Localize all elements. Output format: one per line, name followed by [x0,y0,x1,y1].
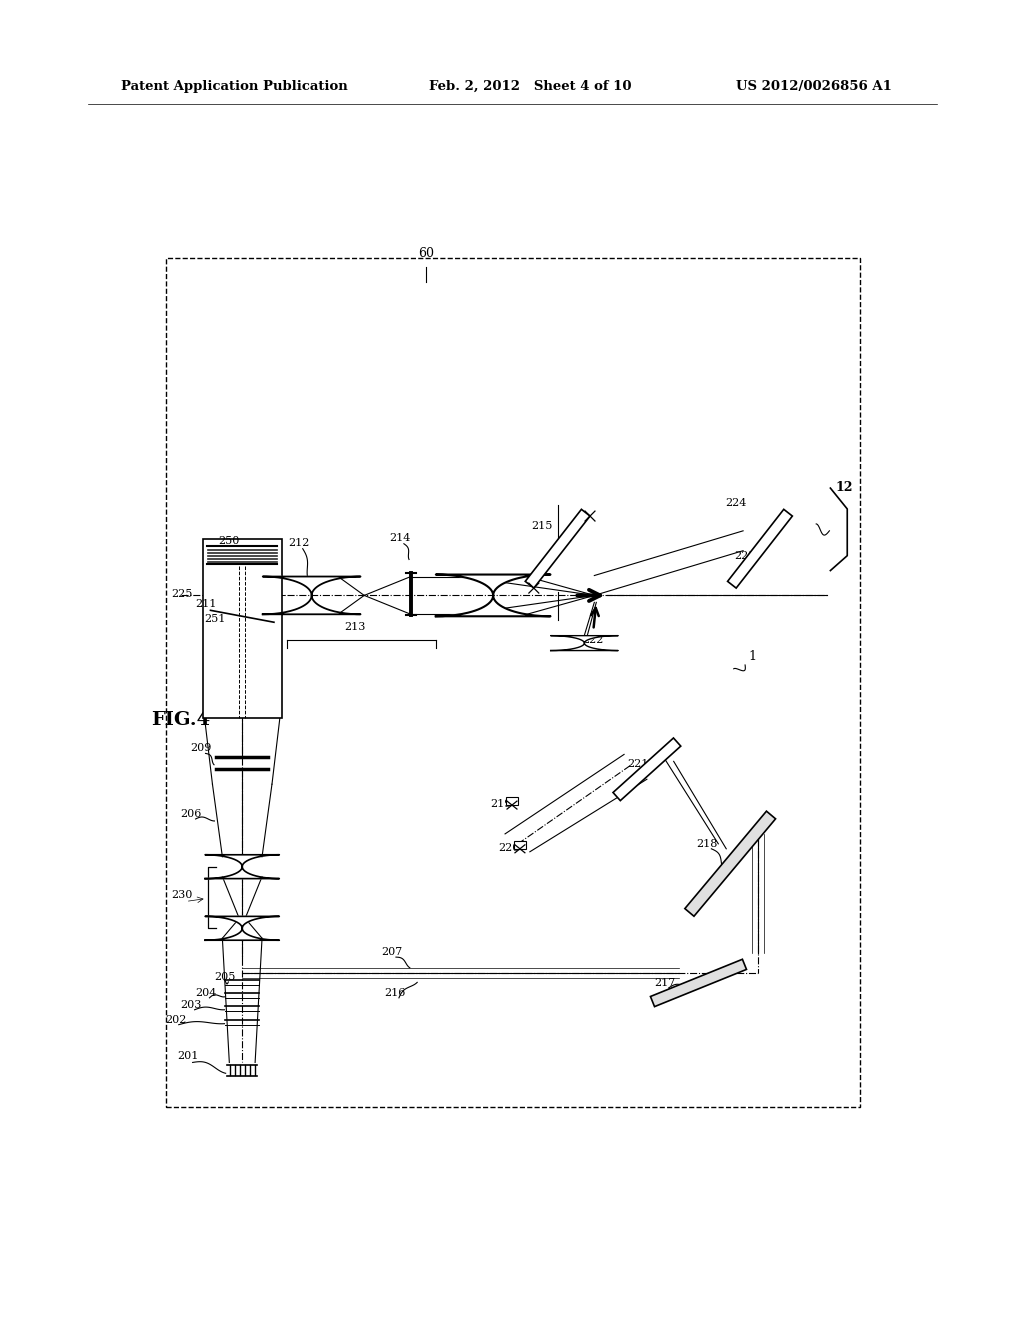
Text: 219: 219 [490,799,512,809]
Polygon shape [650,960,746,1007]
Text: 211: 211 [196,599,217,610]
Text: 215: 215 [530,521,552,531]
Text: 251: 251 [205,614,226,624]
Polygon shape [551,636,618,651]
Polygon shape [613,738,681,801]
Text: 230: 230 [171,891,193,900]
Text: US 2012/0026856 A1: US 2012/0026856 A1 [736,81,892,94]
Text: 1: 1 [749,649,756,663]
Bar [166,257,860,1107]
Text: 212: 212 [288,537,309,548]
Text: 250: 250 [218,536,240,545]
Text: 222: 222 [583,635,604,645]
Text: 209: 209 [190,743,212,754]
Text: 205: 205 [214,972,236,982]
Polygon shape [728,510,793,589]
Text: 220: 220 [498,842,519,853]
Polygon shape [205,855,280,879]
Text: 203: 203 [180,999,202,1010]
Text: 204: 204 [196,987,217,998]
Text: Patent Application Publication: Patent Application Publication [121,81,348,94]
Polygon shape [263,577,360,614]
Text: 202: 202 [165,1015,186,1024]
Text: 216: 216 [384,987,406,998]
Text: 12: 12 [836,480,853,494]
Text: 213: 213 [344,622,366,632]
Bar [506,797,518,805]
Polygon shape [436,574,551,616]
Text: 60: 60 [418,247,434,260]
Polygon shape [685,812,775,916]
Text: 225: 225 [171,590,193,599]
Bar [514,841,526,849]
Polygon shape [525,510,590,589]
Polygon shape [205,916,280,940]
Bar [203,539,282,718]
Text: FIG.4: FIG.4 [151,710,210,729]
Text: 217: 217 [654,978,675,987]
Text: 223: 223 [734,550,756,561]
Text: 201: 201 [178,1052,199,1061]
Text: 206: 206 [180,809,202,818]
Text: 214: 214 [389,533,411,543]
Text: 221: 221 [627,759,648,770]
Text: 207: 207 [381,948,402,957]
Text: 224: 224 [725,498,746,508]
Text: 218: 218 [696,838,718,849]
Text: Feb. 2, 2012   Sheet 4 of 10: Feb. 2, 2012 Sheet 4 of 10 [429,81,631,94]
